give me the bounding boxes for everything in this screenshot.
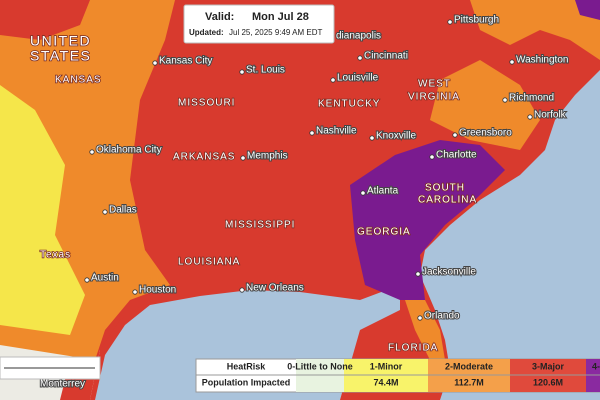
legend-level: 2-Moderate xyxy=(445,361,493,371)
city-label: dianapolis xyxy=(336,31,381,42)
city-dot xyxy=(417,315,423,321)
city-dot xyxy=(360,190,366,196)
valid-date: Mon Jul 28 xyxy=(252,11,309,23)
city-dot xyxy=(509,59,515,65)
region-labels: UNITED STATES KANSAS MISSOURI KENTUCKY W… xyxy=(29,32,477,355)
updated-label: Updated: xyxy=(189,28,224,37)
city-label: Houston xyxy=(139,285,176,296)
region-label: UNITED xyxy=(30,33,91,49)
city-dot xyxy=(152,60,158,66)
city-label: Memphis xyxy=(247,151,288,162)
region-label: SOUTH xyxy=(425,183,465,194)
legend-level: 4- xyxy=(592,361,600,371)
legend: HeatRisk Population Impacted 0-Little to… xyxy=(195,358,600,393)
region-label: KENTUCKY xyxy=(318,99,380,110)
region-label: LOUISIANA xyxy=(178,257,240,268)
city-label: Norfolk xyxy=(534,110,567,121)
risk-minor xyxy=(0,85,85,335)
region-label: FLORIDA xyxy=(388,343,438,354)
legend-level: 1-Minor xyxy=(370,361,403,371)
coast xyxy=(60,278,400,400)
region-label: STATES xyxy=(30,48,91,64)
city-labels: Pittsburgh Washington Richmond Norfolk Green… xyxy=(39,14,569,391)
city-label: Dallas xyxy=(109,205,137,216)
city-dot xyxy=(447,19,453,25)
city-label: Cincinnati xyxy=(364,51,408,62)
region-label: GEORGIA xyxy=(357,227,411,238)
city-dot xyxy=(239,287,245,293)
city-label: Atlanta xyxy=(367,186,399,197)
risk-moderate xyxy=(405,300,445,360)
city-dot xyxy=(429,154,435,160)
risk-moderate xyxy=(430,60,540,150)
city-label: Monterrey xyxy=(40,379,85,390)
city-dot xyxy=(357,55,363,61)
legend-population: 112.7M xyxy=(454,377,484,387)
city-label: Washington xyxy=(516,55,568,66)
city-dot xyxy=(415,271,421,277)
city-label: Pittsburgh xyxy=(454,15,499,26)
scale-bar xyxy=(0,356,101,380)
city-label: Kansas City xyxy=(159,56,212,67)
city-label: Greensboro xyxy=(459,128,512,139)
city-label: Nashville xyxy=(316,126,357,137)
legend-header: HeatRisk xyxy=(227,361,267,371)
city-dot xyxy=(369,135,375,141)
region-label: MISSISSIPPI xyxy=(225,220,295,231)
region-label: KANSAS xyxy=(55,75,102,86)
risk-moderate xyxy=(470,0,600,60)
valid-box: Valid: Mon Jul 28 Updated: Jul 25, 2025 … xyxy=(183,4,335,44)
region-label: Texas xyxy=(40,250,71,261)
city-label: Richmond xyxy=(509,93,554,104)
city-dot xyxy=(132,289,138,295)
city-label: Louisville xyxy=(337,73,379,84)
risk-major xyxy=(0,0,90,40)
city-dot xyxy=(102,209,108,215)
city-dot xyxy=(84,277,90,283)
legend-level: 3-Major xyxy=(532,361,565,371)
region-label: MISSOURI xyxy=(178,98,235,109)
city-label: Orlando xyxy=(424,311,460,322)
city-dot xyxy=(452,132,458,138)
legend-level: 0-Little to None xyxy=(287,361,353,371)
risk-extreme xyxy=(575,0,600,20)
updated-time: Jul 25, 2025 9:49 AM EDT xyxy=(229,28,323,37)
city-dot xyxy=(240,155,246,161)
city-label: Jacksonville xyxy=(422,267,476,278)
city-dot xyxy=(330,77,336,83)
region-label: VIRGINIA xyxy=(408,92,460,103)
city-dot xyxy=(89,149,95,155)
city-label: St. Louis xyxy=(246,65,285,76)
region-label: WEST xyxy=(418,79,451,90)
region-label: CAROLINA xyxy=(418,195,477,206)
city-label: Austin xyxy=(91,273,119,284)
city-dot xyxy=(502,97,508,103)
legend-population: 120.6M xyxy=(533,377,563,387)
city-label: Charlotte xyxy=(436,150,477,161)
city-dot xyxy=(527,114,533,120)
region-label: ARKANSAS xyxy=(173,152,235,163)
valid-label: Valid: xyxy=(205,11,234,23)
city-dot xyxy=(309,130,315,136)
risk-extreme xyxy=(350,140,505,300)
city-label: New Orleans xyxy=(246,283,304,294)
city-dot xyxy=(239,69,245,75)
legend-row-label: Population Impacted xyxy=(202,377,291,387)
city-label: Knoxville xyxy=(376,131,416,142)
legend-population: 74.4M xyxy=(373,377,398,387)
city-label: Oklahoma City xyxy=(96,145,162,156)
